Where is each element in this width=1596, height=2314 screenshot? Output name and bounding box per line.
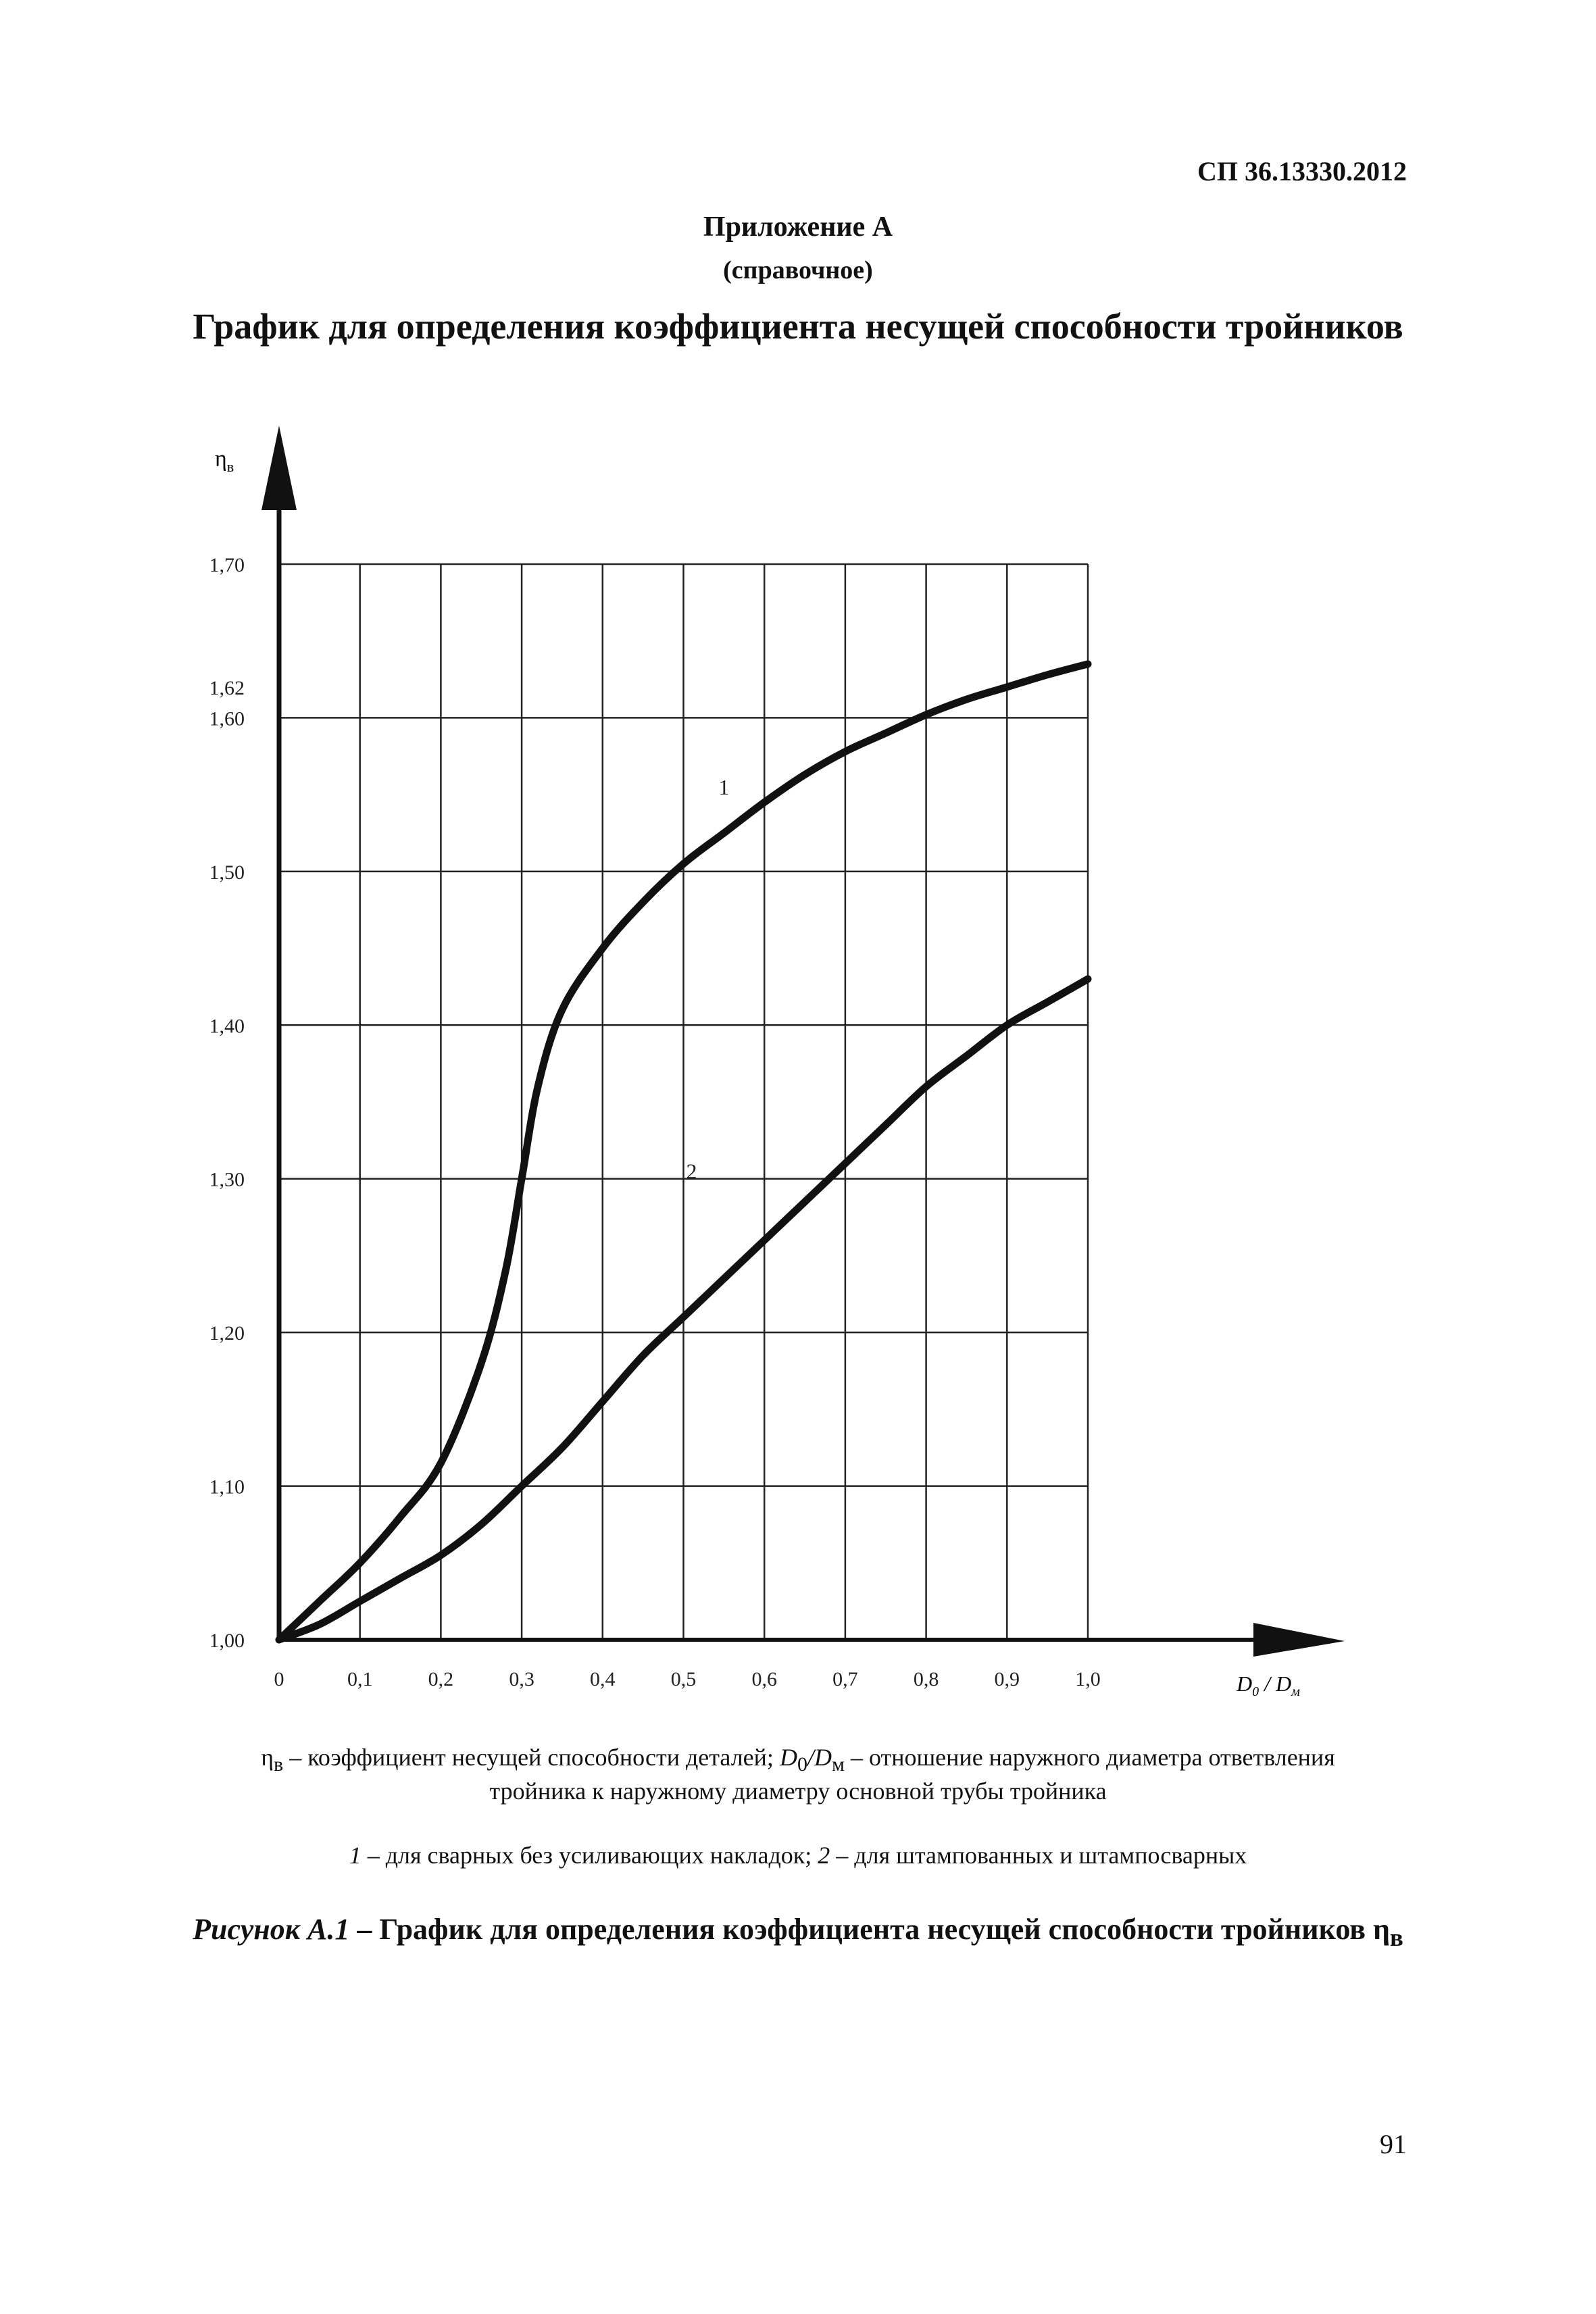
chart-axes: [261, 426, 1345, 1657]
x-tick-label: 0,2: [428, 1668, 454, 1690]
x-tick-label: 0,7: [832, 1668, 858, 1690]
figure-caption: Рисунок А.1 – График для определения коэ…: [193, 1913, 1403, 1951]
series-line-2: [275, 975, 1092, 1644]
x-tick-label: 1,0: [1075, 1668, 1101, 1690]
document-code: СП 36.13330.2012: [1197, 156, 1407, 186]
chart: ηв D0 / Dм 0 0,1 0,2 0,3 0,4 0,5 0,6 0,7 0,8 0,9 1…: [209, 426, 1345, 1699]
caption-legend: 1 – для сварных без усиливающих накладок…: [349, 1842, 1247, 1869]
y-tick-label: 1,10: [209, 1476, 245, 1499]
y-tick-label: 1,50: [209, 861, 245, 884]
y-tick-label: 1,40: [209, 1015, 245, 1037]
x-tick-label: 0,3: [509, 1668, 534, 1690]
series-label-2: 2: [686, 1159, 697, 1184]
x-tick-label: 0,5: [671, 1668, 697, 1690]
chart-grid: [279, 563, 1089, 1640]
page-number: 91: [1380, 2129, 1407, 2159]
y-axis-label: ηв: [215, 447, 234, 475]
chart-series: [275, 660, 1092, 1644]
y-tick-label: 1,70: [209, 554, 245, 576]
x-tick-label: 0,8: [914, 1668, 939, 1690]
x-tick-label: 0: [274, 1668, 284, 1690]
y-tick-label: 1,62: [209, 677, 245, 699]
chart-labels: ηв D0 / Dм 0 0,1 0,2 0,3 0,4 0,5 0,6 0,7 0,8 0,9 1…: [209, 447, 1301, 1699]
y-tick-label: 1,20: [209, 1322, 245, 1344]
caption-definitions-cont: тройника к наружному диаметру основной т…: [489, 1778, 1107, 1805]
figure-label: Рисунок А.1: [193, 1913, 350, 1946]
series-label-1: 1: [718, 775, 729, 799]
y-axis-arrow: [261, 426, 297, 510]
x-axis-arrow: [1253, 1623, 1345, 1657]
x-tick-label: 0,1: [347, 1668, 373, 1690]
figure-caption-text: – График для определения коэффициента не…: [349, 1913, 1374, 1946]
appendix-title: Приложение А: [703, 211, 893, 243]
y-tick-label: 1,30: [209, 1169, 245, 1191]
y-tick-label: 1,60: [209, 707, 245, 730]
appendix-subtitle: (справочное): [723, 256, 873, 284]
x-axis-label: D0 / Dм: [1236, 1671, 1300, 1699]
x-tick-label: 0,6: [751, 1668, 777, 1690]
page-title: График для определения коэффициента несу…: [193, 306, 1403, 347]
x-tick-label: 0,9: [995, 1668, 1020, 1690]
y-tick-label: 1,00: [209, 1630, 245, 1652]
x-tick-label: 0,4: [590, 1668, 616, 1690]
series-line-1: [275, 660, 1092, 1644]
caption-definitions: ηв – коэффициент несущей способности дет…: [261, 1744, 1335, 1776]
